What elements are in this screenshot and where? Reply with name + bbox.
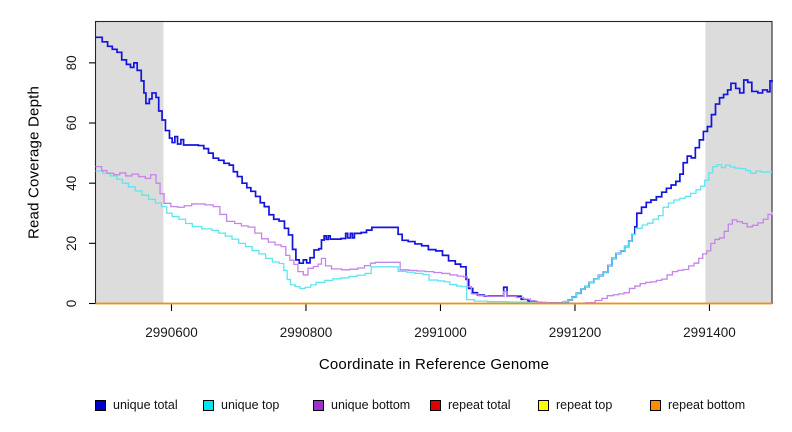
- legend-item-repeat-total: repeat total: [430, 394, 511, 416]
- right-flank-band: [705, 21, 772, 304]
- x-tick-label: 2990800: [280, 325, 333, 340]
- legend-label-repeat-total: repeat total: [448, 398, 511, 412]
- x-axis-title: Coordinate in Reference Genome: [318, 356, 550, 373]
- legend-swatch-repeat-top: [538, 399, 549, 411]
- y-tick-label: 60: [64, 116, 79, 131]
- y-tick-label: 80: [64, 55, 79, 70]
- series-line-unique-top: [95, 164, 772, 304]
- series-line-unique-total: [95, 36, 773, 304]
- series-line-unique-bottom: [95, 165, 773, 304]
- y-axis-title: Read Coverage Depth: [25, 85, 43, 240]
- left-flank-band: [95, 21, 164, 304]
- legend-swatch-unique-top: [203, 399, 214, 411]
- x-tick-label: 2991400: [683, 325, 736, 340]
- x-tick-label: 2990600: [145, 325, 198, 340]
- legend-swatch-unique-total: [95, 399, 106, 411]
- legend-swatch-unique-bottom: [313, 399, 324, 411]
- legend-swatch-repeat-total: [430, 399, 441, 411]
- legend-label-unique-top: unique top: [221, 398, 280, 412]
- legend-label-unique-bottom: unique bottom: [331, 398, 411, 412]
- y-tick-label: 0: [64, 300, 79, 308]
- legend: unique total unique top unique bottom re…: [0, 394, 792, 424]
- legend-item-unique-top: unique top: [203, 394, 279, 416]
- legend-label-repeat-bottom: repeat bottom: [668, 398, 746, 412]
- legend-item-repeat-bottom: repeat bottom: [650, 394, 745, 416]
- legend-item-repeat-top: repeat top: [538, 394, 612, 416]
- x-tick-label: 2991000: [414, 325, 467, 340]
- legend-item-unique-total: unique total: [95, 394, 178, 416]
- legend-label-repeat-top: repeat top: [556, 398, 613, 412]
- plot-frame: [94, 20, 773, 305]
- legend-swatch-repeat-bottom: [650, 399, 661, 411]
- y-tick-label: 40: [64, 176, 79, 191]
- x-tick-label: 2991200: [549, 325, 602, 340]
- y-tick-label: 20: [64, 236, 79, 251]
- legend-item-unique-bottom: unique bottom: [313, 394, 410, 416]
- legend-label-unique-total: unique total: [113, 398, 178, 412]
